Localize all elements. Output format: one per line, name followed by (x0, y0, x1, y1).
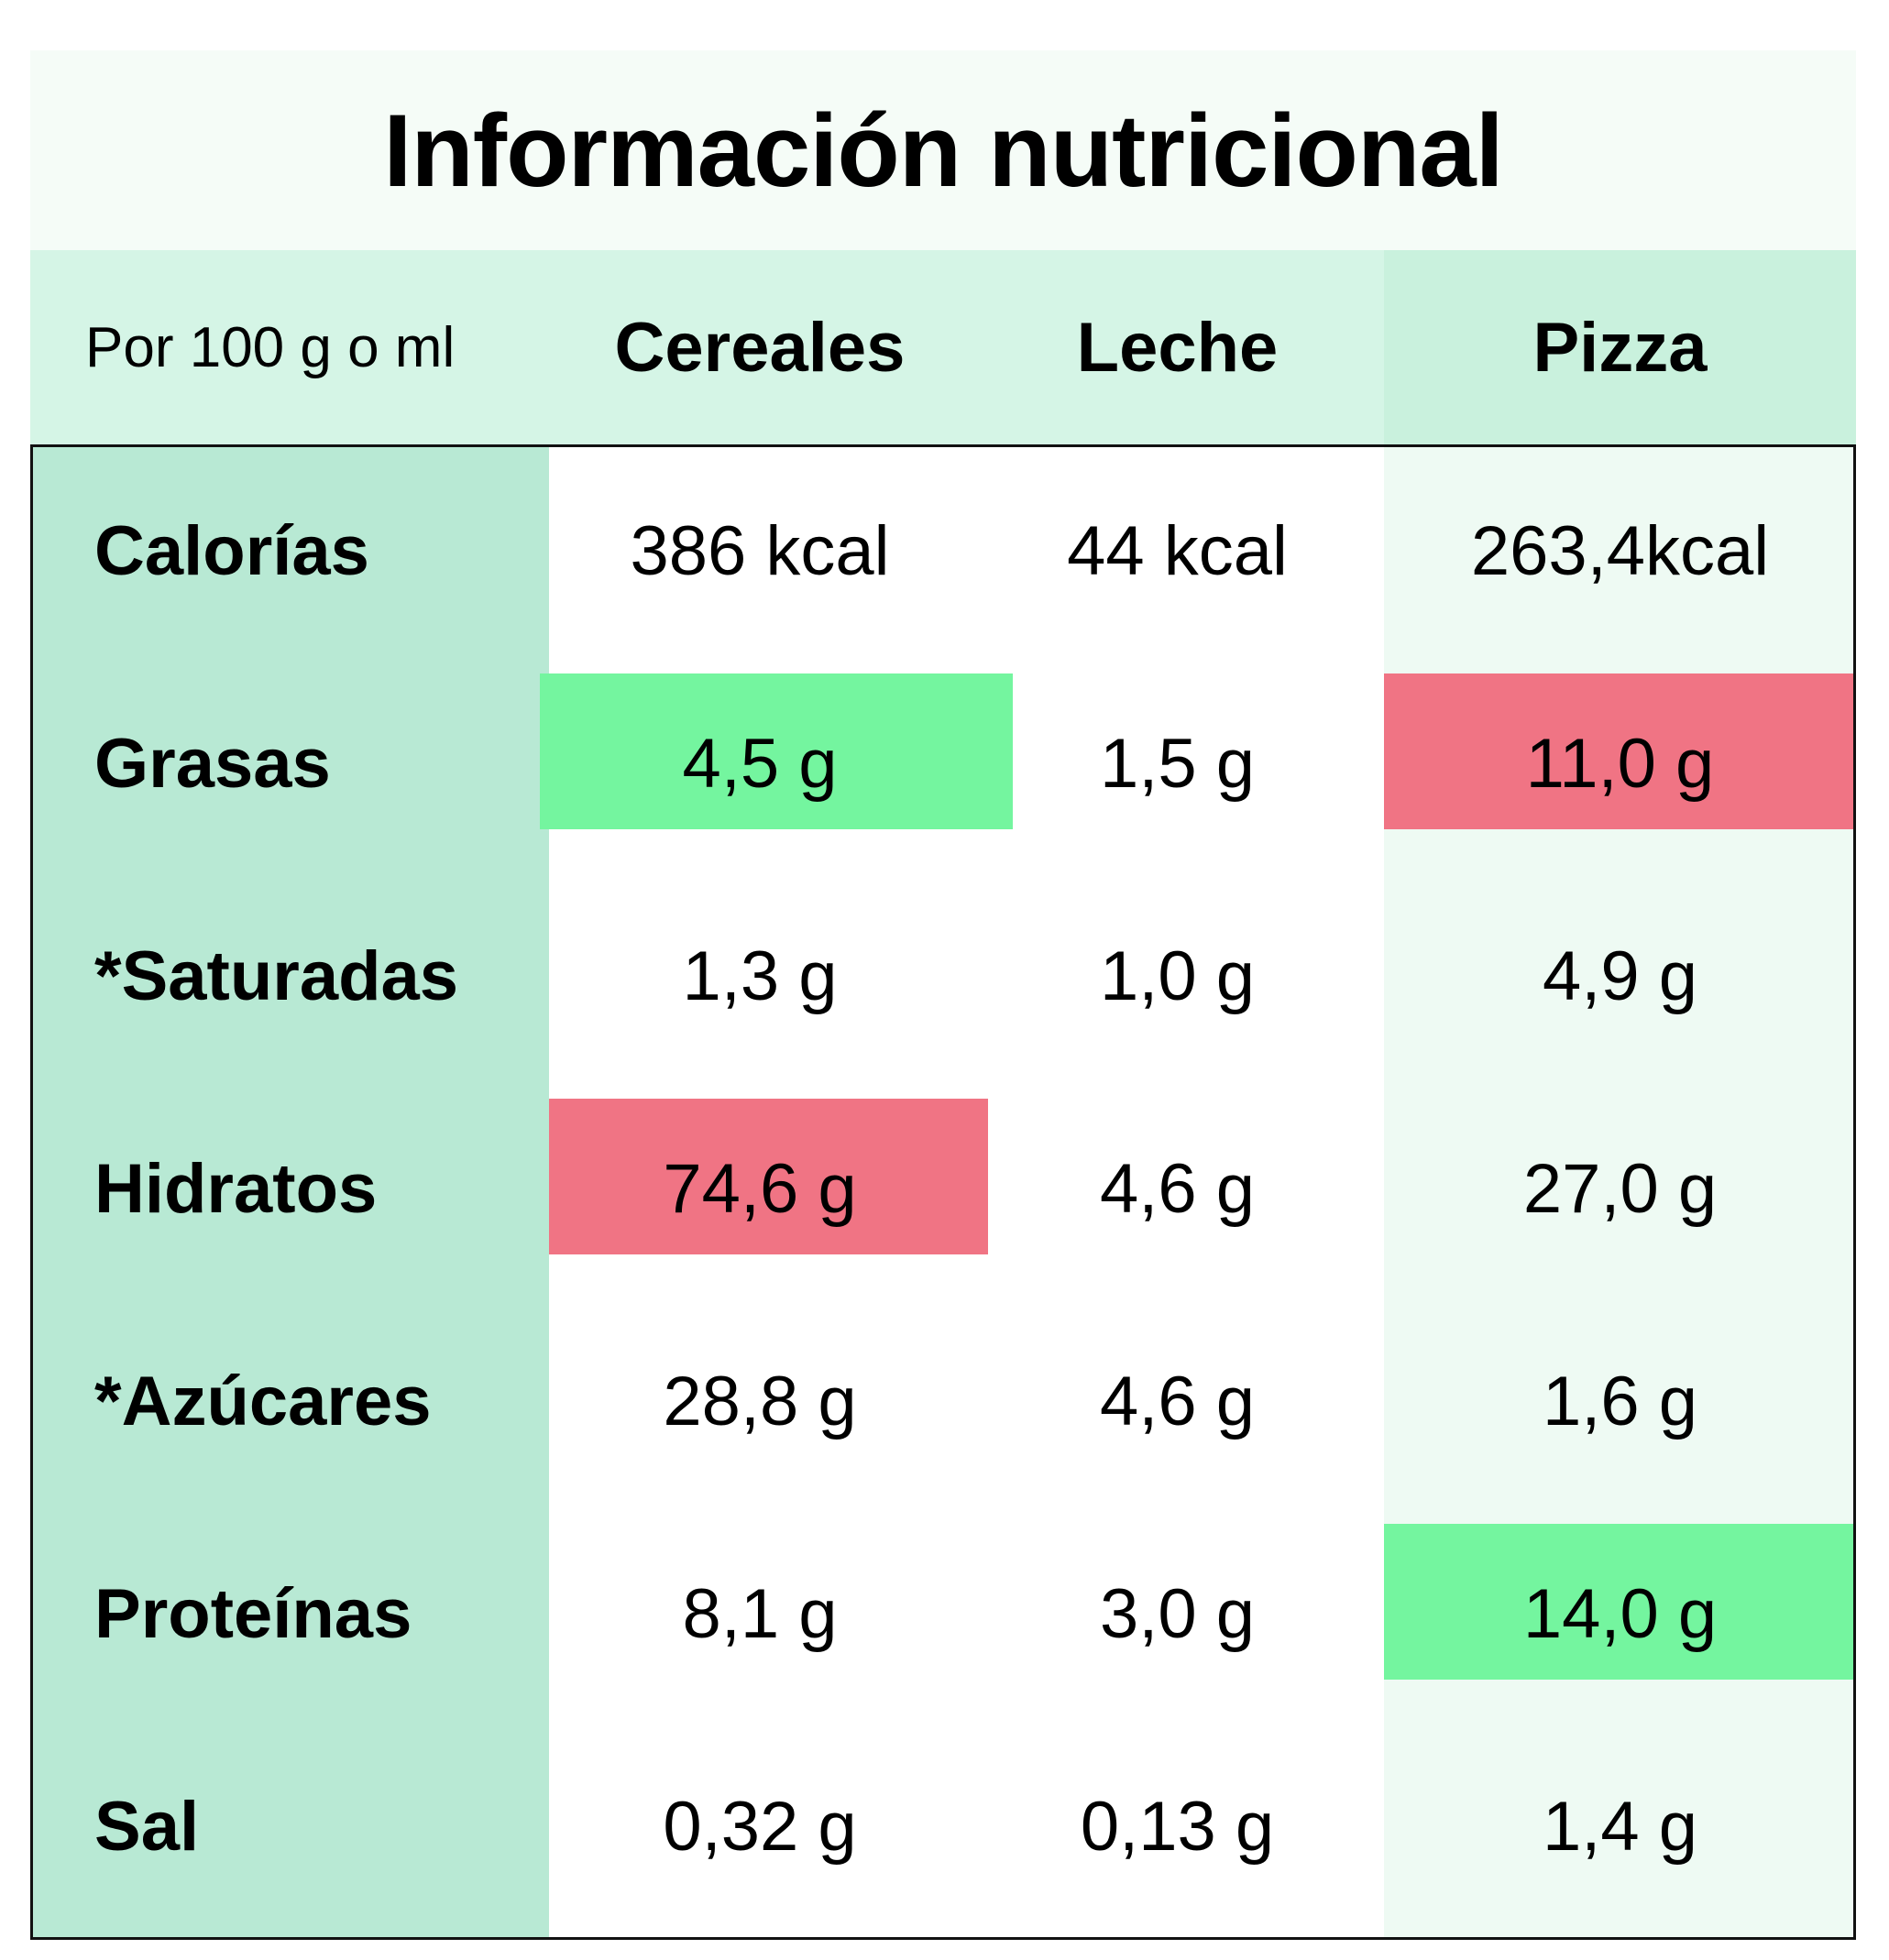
value-calorias-leche: 44 kcal (1067, 511, 1288, 590)
value-sal-pizza: 1,4 g (1542, 1787, 1698, 1866)
column-header-pizza: Pizza (1532, 308, 1708, 387)
value-hidratos-cereales: 74,6 g (663, 1149, 857, 1228)
value-proteinas-pizza: 14,0 g (1522, 1574, 1718, 1653)
value-grasas-leche: 1,5 g (1099, 724, 1256, 803)
column-header-leche: Leche (1076, 308, 1279, 387)
value-grasas-pizza: 11,0 g (1525, 724, 1715, 803)
highlight-good-grasas-cereales (540, 673, 1013, 829)
highlight-good-proteinas-pizza (1384, 1524, 1854, 1680)
value-grasas-cereales: 4,5 g (682, 724, 838, 803)
value-calorias-cereales: 386 kcal (630, 511, 890, 590)
label-column-band (30, 444, 549, 1940)
value-azucares-pizza: 1,6 g (1542, 1362, 1698, 1440)
value-sal-leche: 0,13 g (1080, 1787, 1275, 1866)
value-sal-cereales: 0,32 g (663, 1787, 857, 1866)
value-azucares-leche: 4,6 g (1099, 1362, 1256, 1440)
column-header-cereales: Cereales (614, 308, 906, 387)
row-label-grasas: Grasas (94, 724, 331, 803)
table-title: Información nutricional (383, 93, 1504, 208)
row-label-sal: Sal (94, 1787, 200, 1866)
value-proteinas-cereales: 8,1 g (682, 1574, 838, 1653)
value-hidratos-pizza: 27,0 g (1522, 1149, 1718, 1228)
value-calorias-pizza: 263,4kcal (1470, 511, 1770, 590)
row-label-hidratos: Hidratos (94, 1149, 378, 1228)
value-saturadas-pizza: 4,9 g (1542, 936, 1698, 1015)
highlight-bad-grasas-pizza (1384, 673, 1854, 829)
value-proteinas-leche: 3,0 g (1099, 1574, 1256, 1653)
title-band: Información nutricional (30, 50, 1856, 250)
value-saturadas-leche: 1,0 g (1099, 936, 1256, 1015)
row-label-saturadas: *Saturadas (94, 936, 459, 1015)
header-pizza-band (1384, 250, 1856, 444)
value-azucares-cereales: 28,8 g (663, 1362, 857, 1440)
value-saturadas-cereales: 1,3 g (682, 936, 838, 1015)
value-hidratos-leche: 4,6 g (1099, 1149, 1256, 1228)
row-label-calorias: Calorías (94, 511, 369, 590)
corner-label: Por 100 g o ml (85, 315, 456, 379)
row-label-proteinas: Proteínas (94, 1574, 412, 1653)
highlight-bad-hidratos-cereales (549, 1099, 988, 1254)
row-label-azucares: *Azúcares (94, 1362, 432, 1440)
